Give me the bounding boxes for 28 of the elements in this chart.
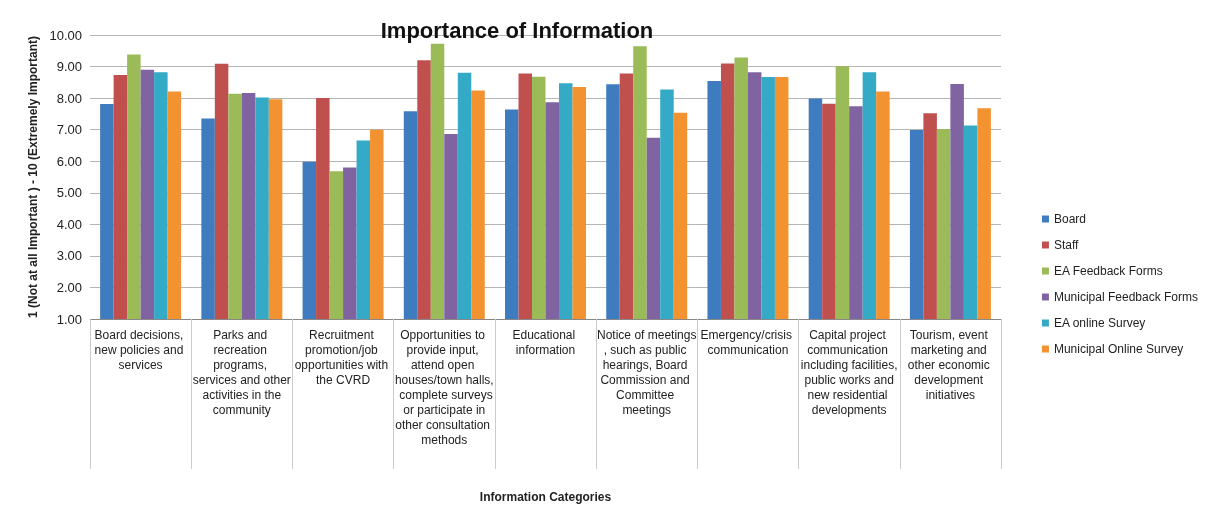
y-tick-label: 8.00 xyxy=(56,90,82,106)
y-tick-label: 9.00 xyxy=(56,59,82,75)
y-tick-label: 7.00 xyxy=(56,122,82,138)
y-tick-label: 5.00 xyxy=(56,185,82,201)
x-tick-label: Capital project communication including facilities, public works and new residential developments xyxy=(800,327,898,417)
y-tick-label: 2.00 xyxy=(56,279,82,295)
x-tick-label: Emergency/crisis communication xyxy=(700,327,796,357)
y-tick-label: 4.00 xyxy=(56,216,82,232)
legend-label: EA online Survey xyxy=(1053,316,1146,330)
x-tick-label: Parks and recreation programs, services and other activities in the community xyxy=(192,327,291,417)
y-tick-label: 10.00 xyxy=(49,27,82,43)
legend-label: Board xyxy=(1053,212,1086,226)
y-tick-label: 1.00 xyxy=(56,311,82,327)
y-tick-label: 3.00 xyxy=(56,248,82,264)
x-tick-label: Recruitment promotion/job opportunities with the CVRD xyxy=(294,327,392,387)
legend-label: EA Feedback Forms xyxy=(1053,264,1163,278)
x-axis-title: Information Categories xyxy=(479,490,612,504)
legend-label: Municipal Feedback Forms xyxy=(1053,290,1199,304)
legend-label: Staff xyxy=(1053,238,1080,252)
x-tick-label: Board decisions, new policies and services xyxy=(94,327,187,372)
legend-label: Municipal Online Survey xyxy=(1053,342,1184,356)
x-tick-label: Educational information xyxy=(512,327,579,357)
x-tick-label: Tourism, event marketing and other economic development initiatives xyxy=(907,327,994,402)
x-tick-label: Notice of meetings, such as public hearings, Board Commission and Committee meetings xyxy=(597,327,697,417)
x-tick-label: Opportunities to provide input, attend open houses/town halls, complete surveys or participate in other consultation methods xyxy=(394,327,494,447)
chart-title: Importance of Information xyxy=(380,17,654,43)
y-axis-title: 1 (Not at all Important ) - 10 (Extremely Important) xyxy=(25,35,40,319)
y-tick-label: 6.00 xyxy=(56,153,82,169)
